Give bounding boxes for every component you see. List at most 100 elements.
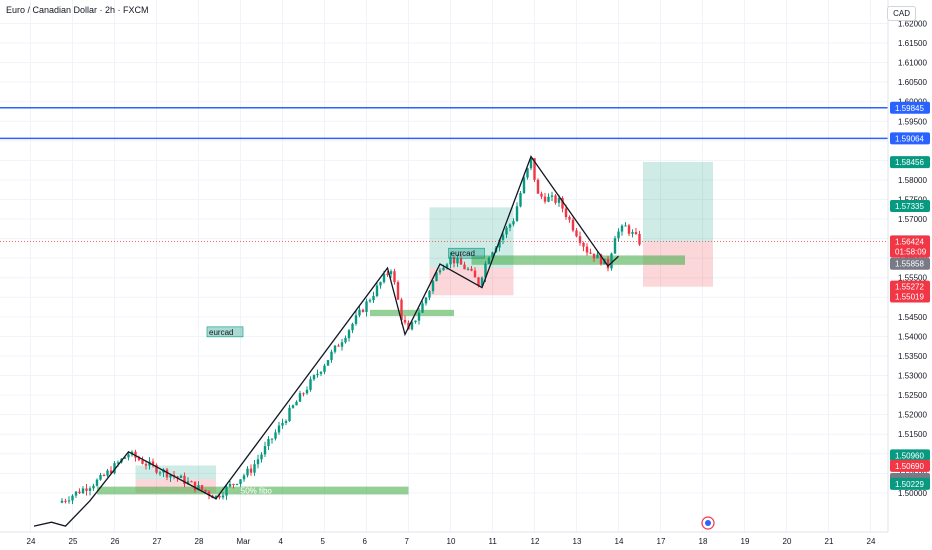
candle-body: [543, 196, 547, 202]
note-label: eurcad: [451, 249, 475, 258]
candle-body: [109, 470, 113, 474]
candle-body: [340, 342, 344, 347]
candle-body: [466, 268, 470, 270]
candle-body: [337, 345, 340, 347]
x-tick-label: 13: [573, 537, 582, 546]
y-tick-label: 1.61000: [898, 59, 927, 68]
candle-body: [533, 158, 536, 180]
zone-label: 50% fibo: [241, 486, 273, 495]
candle-body: [141, 460, 144, 464]
time-axis[interactable]: [0, 532, 888, 550]
price-tag-text: 1.50690: [895, 462, 924, 471]
price-tag: [890, 459, 930, 472]
x-tick-label: 19: [741, 537, 750, 546]
candle-body: [242, 475, 246, 480]
candle-body: [459, 258, 463, 265]
candle-body: [71, 495, 74, 501]
note-box[interactable]: [448, 247, 485, 259]
y-tick-label: 1.52000: [898, 411, 927, 420]
candle-body: [123, 457, 127, 459]
candle-body: [155, 464, 158, 473]
candle-body: [372, 296, 375, 301]
candle-body: [197, 485, 200, 490]
candle-body: [407, 322, 410, 330]
currency-button[interactable]: CAD: [887, 6, 916, 21]
candle-body: [582, 242, 585, 247]
candle-body: [277, 425, 281, 433]
candle-body: [358, 309, 361, 316]
candle-body: [298, 393, 302, 402]
y-tick-label: 1.55500: [898, 274, 927, 283]
replay-icon-dot: [705, 520, 711, 526]
level-price-tag: [890, 132, 930, 145]
candle-body: [477, 277, 480, 286]
candle-body: [102, 475, 106, 477]
candle-body: [561, 197, 564, 209]
candle-body: [232, 483, 235, 485]
candle-body: [606, 258, 610, 269]
candle-body: [410, 322, 414, 330]
candle-body: [470, 268, 473, 271]
x-tick-label: 4: [279, 537, 284, 546]
y-tick-label: 1.53000: [898, 372, 927, 381]
candle-body: [617, 231, 620, 239]
candle-body: [508, 224, 512, 228]
support-zone[interactable]: [97, 486, 409, 495]
candle-body: [312, 375, 316, 380]
note-box[interactable]: [206, 326, 244, 338]
price-tag: [890, 449, 930, 462]
candle-body: [106, 470, 109, 476]
candle-body: [347, 330, 351, 339]
candle-body: [85, 488, 88, 491]
candle-body: [554, 195, 557, 203]
candle-body: [260, 454, 263, 460]
support-zone[interactable]: [471, 255, 686, 265]
candle-body: [473, 270, 477, 278]
candle-body: [228, 483, 232, 487]
price-tag-text: 1.55272: [895, 283, 924, 292]
x-tick-label: 18: [699, 537, 708, 546]
candle-body: [113, 463, 116, 474]
x-tick-label: 17: [657, 537, 666, 546]
candle-body: [421, 303, 424, 313]
x-tick-label: 7: [405, 537, 410, 546]
candle-body: [578, 236, 582, 243]
price-tag-text: 1.58456: [895, 158, 924, 167]
candle-body: [389, 271, 393, 275]
candle-body: [200, 485, 204, 490]
candle-body: [480, 277, 484, 286]
candle-body: [431, 281, 435, 292]
candle-body: [613, 238, 617, 254]
last-price-value: 1.56424: [895, 238, 924, 247]
replay-icon[interactable]: [701, 516, 715, 530]
x-tick-label: 26: [111, 537, 120, 546]
candle-body: [550, 195, 554, 197]
position-profit-zone[interactable]: [643, 161, 713, 242]
candle-body: [417, 312, 421, 321]
candle-body: [235, 483, 239, 485]
candle-body: [333, 345, 337, 352]
candle-body: [403, 319, 407, 323]
y-tick-label: 1.60500: [898, 78, 927, 87]
zigzag-trend-line[interactable]: [33, 155, 619, 527]
candle-body: [274, 432, 277, 439]
candle-body: [78, 491, 81, 494]
candle-body: [631, 232, 634, 234]
candle-body: [585, 246, 589, 253]
candle-body: [400, 299, 403, 320]
y-tick-label: 1.54000: [898, 332, 927, 341]
x-tick-label: 6: [363, 537, 368, 546]
candle-body: [127, 454, 130, 458]
price-tag-text: 1.55858: [895, 260, 924, 269]
support-zone[interactable]: [370, 309, 454, 317]
candle-body: [487, 257, 491, 264]
candle-body: [305, 389, 309, 394]
candle-body: [529, 158, 533, 169]
candle-body: [270, 438, 274, 440]
candle-body: [60, 500, 64, 503]
candle-body: [393, 271, 396, 283]
candle-body: [491, 252, 494, 258]
candle-body: [158, 472, 162, 474]
